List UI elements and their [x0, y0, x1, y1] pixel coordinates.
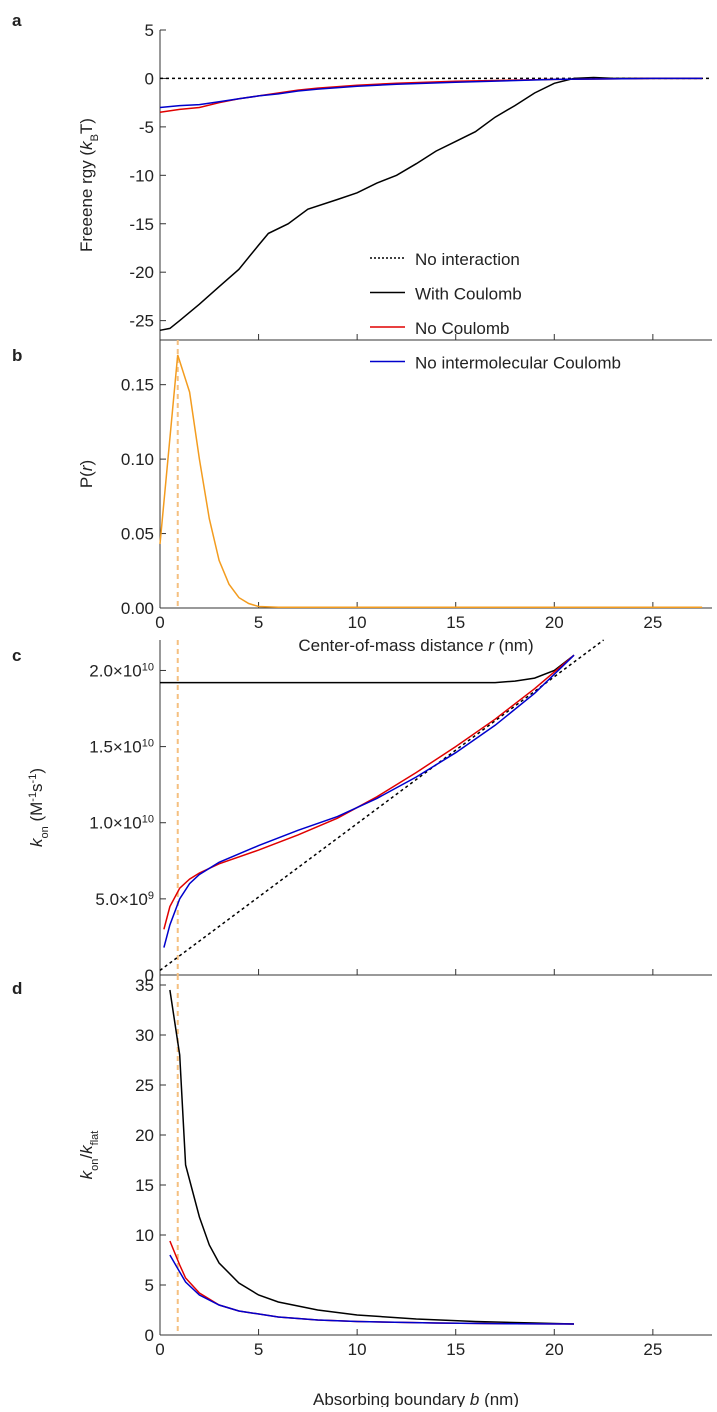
- x-tick-label: 10: [348, 613, 367, 632]
- y-label-part: k: [27, 837, 46, 847]
- y-label-part: Freeene rgy (: [77, 150, 96, 252]
- x-label-part: (nm): [479, 1390, 519, 1407]
- x-label-part: Absorbing boundary: [313, 1390, 470, 1407]
- y-label-part: s: [27, 783, 46, 792]
- y-tick-label: -10: [129, 166, 154, 185]
- y-label-part: flat: [89, 1131, 101, 1146]
- panel: d0 5 10 15 20 2505101520253035kon/kflatAbsorb…: [12, 975, 712, 1409]
- series-line: [159, 354, 703, 609]
- y-tick-label: 0.15: [121, 376, 154, 395]
- panel-label: a: [12, 11, 22, 30]
- y-tick-label: -5: [139, 118, 154, 137]
- x-tick-label: 5: [254, 1340, 263, 1359]
- tick-label-part: 1.5×10: [89, 738, 141, 757]
- y-tick-label: 20: [135, 1126, 154, 1145]
- y-label-part: B: [89, 134, 101, 141]
- y-tick-label: 1.0×1010: [89, 814, 154, 833]
- y-tick-label: 5: [145, 21, 154, 40]
- series-line: [169, 1254, 575, 1325]
- tick-label-part: 2.0×10: [89, 661, 141, 680]
- y-axis-label: kon (M-1s-1): [27, 768, 51, 847]
- y-tick-label: -25: [129, 312, 154, 331]
- x-label-part: Center-of-mass distance: [298, 636, 488, 655]
- y-axis-label: kon/kflat: [77, 1131, 101, 1180]
- y-label-part: k: [77, 1169, 96, 1179]
- panel-label: b: [12, 346, 22, 365]
- x-tick-label: 0: [155, 1340, 164, 1359]
- y-tick-label: 15: [135, 1176, 154, 1195]
- x-label-part: (nm): [494, 636, 534, 655]
- y-tick-label: 5: [145, 1276, 154, 1295]
- y-axis-label: Freeene rgy (kBT): [77, 118, 101, 252]
- y-label-part: ): [27, 768, 46, 774]
- tick-label-part: 10: [142, 814, 154, 826]
- y-label-part: /: [77, 1154, 96, 1159]
- x-axis-label: Center-of-mass distance r (nm): [298, 636, 533, 655]
- y-label-part: on: [89, 1159, 101, 1171]
- tick-label-part: 9: [148, 890, 154, 902]
- x-tick-label: 15: [446, 1340, 465, 1359]
- series-line: [160, 654, 575, 684]
- x-tick-label: 10: [348, 1340, 367, 1359]
- y-label-part: ): [77, 460, 96, 466]
- y-label-part: k: [77, 1144, 96, 1154]
- series-line: [159, 76, 703, 332]
- y-label-part: -1: [27, 774, 39, 784]
- y-label-part: (M: [27, 802, 46, 827]
- y-label-part: r: [77, 464, 96, 471]
- panel-label: d: [12, 979, 22, 998]
- series-line: [163, 654, 575, 930]
- legend-label: No intermolecular Coulomb: [415, 354, 621, 373]
- x-tick-label: 15: [446, 613, 465, 632]
- x-tick-label: 0: [155, 613, 164, 632]
- tick-label-part: 10: [142, 738, 154, 750]
- y-tick-label: 30: [135, 1026, 154, 1045]
- x-axis-label: Absorbing boundary b (nm): [313, 1390, 519, 1407]
- x-tick-label: 25: [643, 1340, 662, 1359]
- tick-label-part: 1.0×10: [89, 814, 141, 833]
- x-label-part: b: [470, 1390, 479, 1407]
- y-tick-label: 0.05: [121, 525, 154, 544]
- panel: a 5 0 -5 -10 -15 -20 -25 Freeene rgy (kBT): [12, 11, 712, 341]
- series-line: [159, 639, 605, 972]
- series-line: [169, 989, 575, 1325]
- y-tick-label: 0.00: [121, 599, 154, 618]
- legend-label: With Coulomb: [415, 285, 522, 304]
- legend-label: No Coulomb: [415, 319, 510, 338]
- y-tick-label: 5.0×109: [95, 890, 154, 909]
- y-tick-label: 0: [145, 966, 154, 985]
- panel-label: c: [12, 646, 21, 665]
- y-label-part: T): [77, 118, 96, 134]
- y-tick-label: 0.10: [121, 450, 154, 469]
- y-label-part: k: [77, 140, 96, 150]
- y-tick-label: 25: [135, 1076, 154, 1095]
- legend-label: No interaction: [415, 250, 520, 269]
- y-tick-label: 0: [145, 69, 154, 88]
- y-tick-label: 0: [145, 1326, 154, 1345]
- series-line: [169, 1240, 575, 1325]
- tick-label-part: 5.0×10: [95, 890, 147, 909]
- y-label-part: -1: [27, 792, 39, 802]
- x-tick-label: 20: [545, 613, 564, 632]
- series-line: [159, 77, 703, 109]
- y-label-part: on: [39, 826, 51, 838]
- x-label-part: r: [488, 636, 495, 655]
- y-tick-label: -20: [129, 263, 154, 282]
- y-tick-label: 10: [135, 1226, 154, 1245]
- x-tick-label: 25: [643, 613, 662, 632]
- y-tick-label: 1.5×1010: [89, 738, 154, 757]
- y-tick-label: -15: [129, 215, 154, 234]
- y-axis-label: P(r): [77, 460, 96, 488]
- tick-label-part: 10: [142, 661, 154, 673]
- y-tick-label: 35: [135, 976, 154, 995]
- panel: b0 5 10 15 20 250.000.050.100.15P(r)Center-of…: [12, 340, 712, 655]
- y-label-part: P(: [77, 471, 96, 488]
- x-tick-label: 5: [254, 613, 263, 632]
- series-line: [163, 654, 575, 948]
- x-tick-label: 20: [545, 1340, 564, 1359]
- y-tick-label: 2.0×1010: [89, 661, 154, 680]
